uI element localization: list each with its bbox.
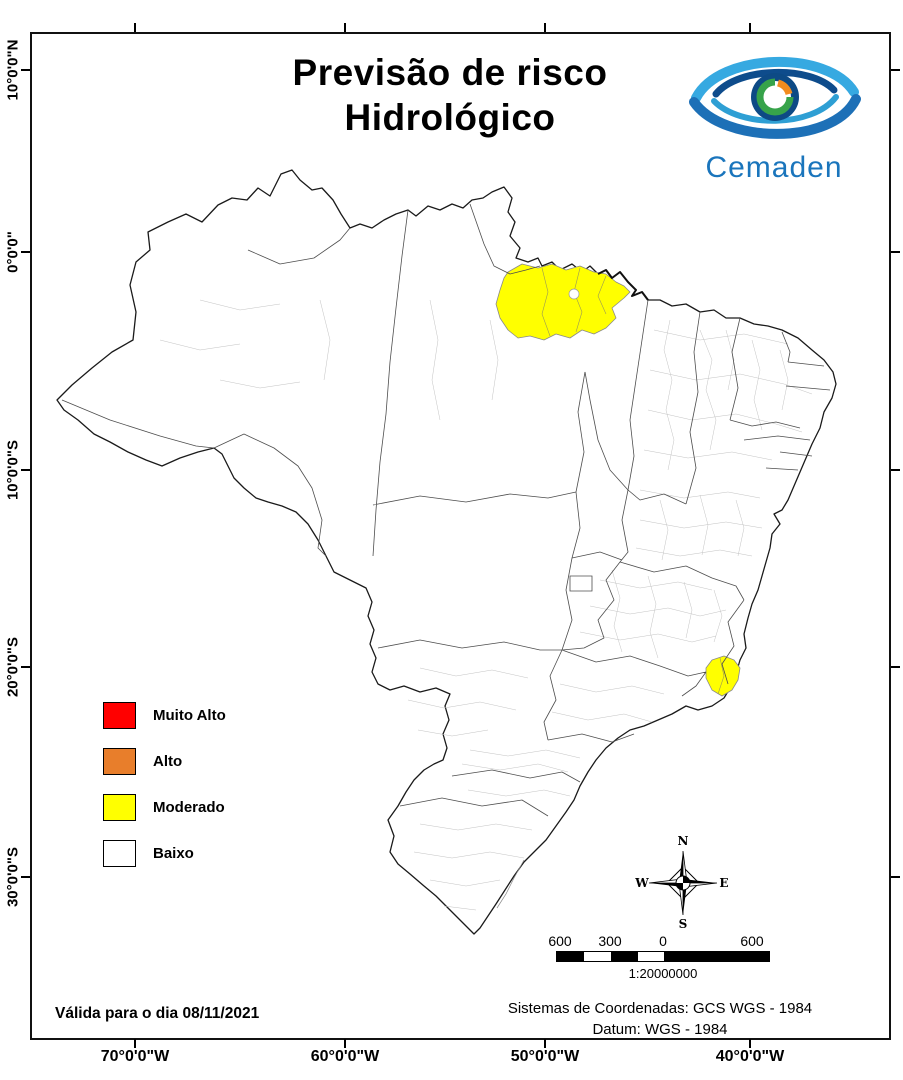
lon-label-1: 60°0'0"W bbox=[310, 1048, 380, 1065]
scale-tick-300: 300 bbox=[598, 933, 622, 949]
legend-chip-muito-alto bbox=[103, 702, 136, 729]
compass-s-label: S bbox=[679, 917, 688, 931]
tick bbox=[21, 69, 30, 71]
cemaden-eye-icon bbox=[689, 56, 861, 139]
scale-bar-graphic bbox=[556, 951, 770, 962]
tick bbox=[891, 876, 900, 878]
scale-tick-0: 0 bbox=[659, 933, 667, 949]
compass-e-label: E bbox=[719, 876, 728, 890]
compass-hub-quarter bbox=[676, 883, 683, 890]
lagoon-line bbox=[496, 859, 525, 909]
tick bbox=[21, 876, 30, 878]
legend-label: Baixo bbox=[153, 845, 194, 862]
compass-rose: N S W E bbox=[634, 834, 728, 931]
lon-label-0: 70°0'0"W bbox=[100, 1048, 170, 1065]
scale-tick-600-left: 600 bbox=[548, 933, 572, 949]
tick bbox=[891, 251, 900, 253]
legend-item-moderado: Moderado bbox=[103, 794, 226, 821]
lat-label-4: 30°0'0"S bbox=[4, 846, 22, 908]
north-arrow bbox=[679, 851, 683, 883]
lon-label-3: 40°0'0"W bbox=[715, 1048, 785, 1065]
risk-region-espirito-santo bbox=[705, 655, 741, 697]
distrito-federal-boundary bbox=[569, 575, 593, 592]
title-line-1: Previsão de risco bbox=[292, 52, 608, 93]
compass-n-label: N bbox=[678, 834, 689, 848]
risk-region-north bbox=[495, 263, 631, 341]
page-title: Previsão de risco Hidrológico bbox=[140, 50, 760, 140]
cemaden-logo: Cemaden bbox=[676, 44, 872, 185]
legend-label: Moderado bbox=[153, 799, 225, 816]
tick bbox=[344, 23, 346, 32]
map-svg bbox=[56, 169, 837, 935]
municipality-boundaries-north bbox=[159, 299, 499, 421]
tick bbox=[544, 23, 546, 32]
lat-label-3: 20°0'0"S bbox=[4, 636, 22, 698]
legend-chip-moderado bbox=[103, 794, 136, 821]
title-line-2: Hidrológico bbox=[344, 97, 556, 139]
validity-note: Válida para o dia 08/11/2021 bbox=[55, 1005, 260, 1022]
legend-item-alto: Alto bbox=[103, 748, 226, 775]
scale-bar: 600 300 0 600 km 1:20000000 bbox=[548, 933, 770, 983]
lon-label-2: 50°0'0"W bbox=[510, 1048, 580, 1065]
tick bbox=[344, 1039, 346, 1048]
municipality-boundaries-south bbox=[407, 569, 727, 911]
risk-region-se-internal-line bbox=[717, 657, 725, 695]
legend: Muito Alto Alto Moderado Baixo bbox=[103, 702, 226, 886]
tick bbox=[749, 1039, 751, 1048]
tick bbox=[21, 666, 30, 668]
legend-item-muito-alto: Muito Alto bbox=[103, 702, 226, 729]
west-arrow bbox=[649, 883, 683, 887]
legend-chip-baixo bbox=[103, 840, 136, 867]
cemaden-wordmark: Cemaden bbox=[705, 151, 843, 184]
tick bbox=[891, 666, 900, 668]
tick bbox=[134, 1039, 136, 1048]
tick bbox=[749, 23, 751, 32]
tick bbox=[891, 469, 900, 471]
south-arrow bbox=[683, 883, 687, 915]
lat-label-1: 0°0'0" bbox=[4, 231, 22, 273]
lat-label-2: 10°0'0"S bbox=[4, 439, 22, 501]
compass-w-label: W bbox=[634, 876, 649, 890]
risk-region-north-internal-lines bbox=[541, 267, 607, 337]
scale-ratio: 1:20000000 bbox=[628, 966, 698, 981]
tick bbox=[21, 469, 30, 471]
lat-label-0: 10°0'0"N bbox=[4, 39, 22, 101]
compass-hub-quarter bbox=[683, 876, 690, 883]
municipality-boundaries-northeast bbox=[635, 319, 813, 561]
crs-line: Sistemas de Coordenadas: GCS WGS - 1984 bbox=[507, 1000, 813, 1017]
tick bbox=[544, 1039, 546, 1048]
tick bbox=[134, 23, 136, 32]
tick bbox=[21, 251, 30, 253]
legend-label: Alto bbox=[153, 753, 183, 770]
legend-label: Muito Alto bbox=[153, 707, 226, 724]
east-arrow bbox=[683, 879, 717, 883]
legend-chip-alto bbox=[103, 748, 136, 775]
coordinate-system-note: Sistemas de Coordenadas: GCS WGS - 1984 … bbox=[430, 999, 890, 1040]
tick bbox=[891, 69, 900, 71]
risk-region-enclave bbox=[568, 288, 580, 300]
datum-line: Datum: WGS - 1984 bbox=[592, 1020, 728, 1038]
legend-item-baixo: Baixo bbox=[103, 840, 226, 867]
state-boundaries bbox=[61, 203, 831, 817]
coast-detail bbox=[597, 269, 649, 301]
